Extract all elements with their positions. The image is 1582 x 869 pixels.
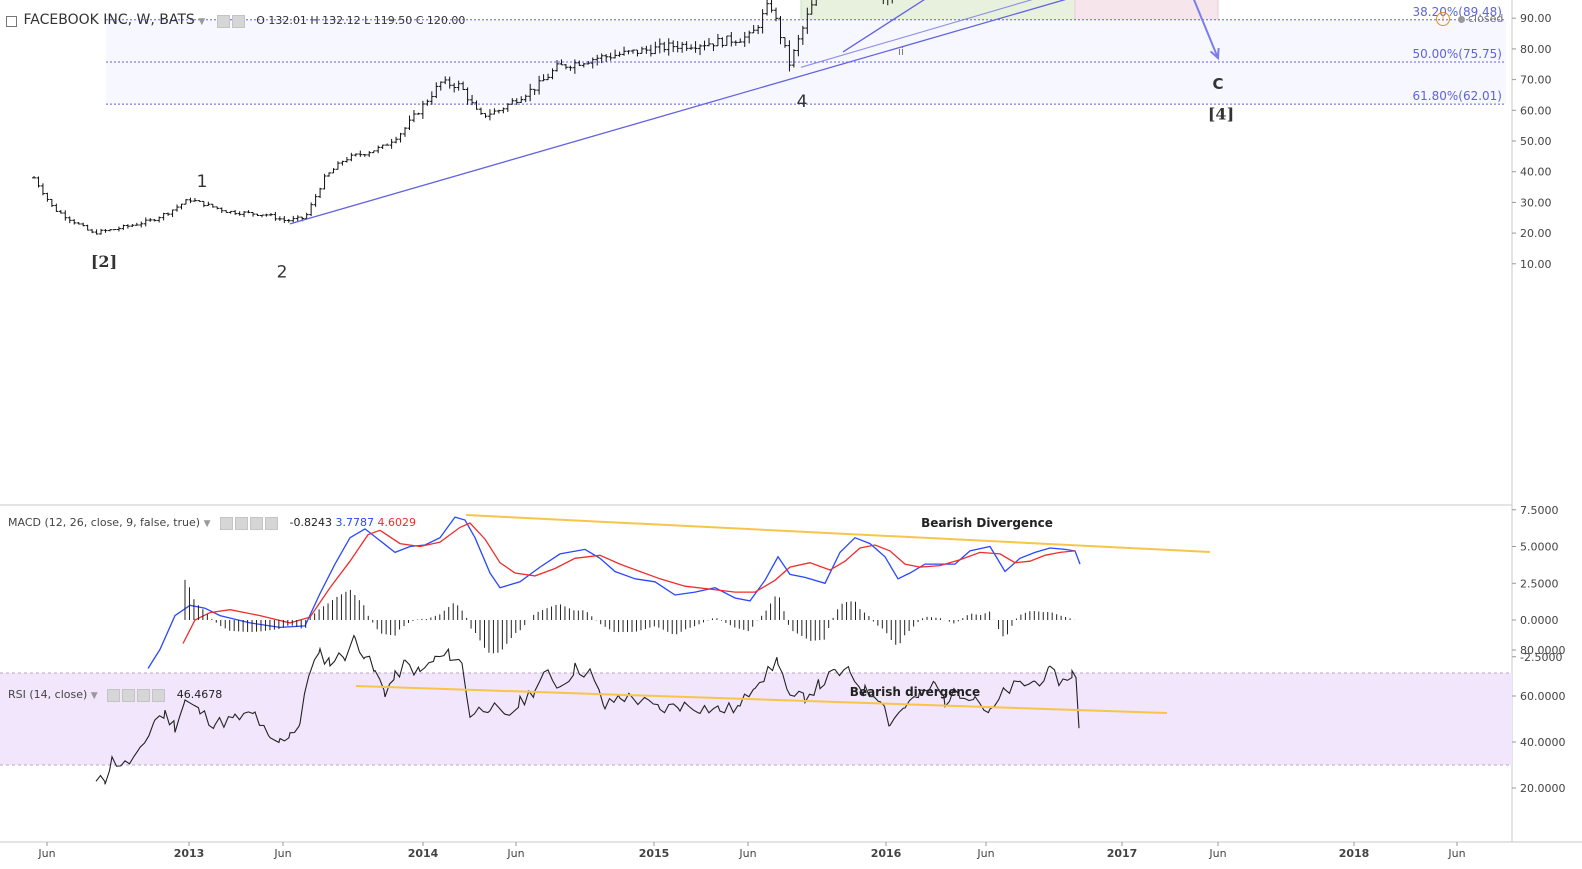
macd-header[interactable]: MACD (12, 26, close, 9, false, true) ▼ -… <box>8 516 416 530</box>
macd-tick-4: -2.5000 <box>1520 651 1562 664</box>
symbol-header[interactable]: FACEBOOK INC, W, BATS ▼ O 132.01 H 132.1… <box>6 12 465 28</box>
wave-label-w1: 1 <box>197 172 208 192</box>
macd-hist-value: -0.8243 <box>289 516 332 529</box>
wave-label-c: C <box>1212 75 1223 93</box>
macd-signal-value: 4.6029 <box>377 516 416 529</box>
market-status-label: closed <box>1468 12 1504 25</box>
price-tick-7: 80.00 <box>1520 43 1552 56</box>
wave-label-sub-ii: ii <box>898 45 904 58</box>
rsi-tick-1: 60.0000 <box>1520 690 1566 703</box>
ohlc-values: O 132.01 H 132.12 L 119.50 C 120.00 <box>256 14 466 27</box>
macd-eye-icon[interactable] <box>220 516 234 530</box>
macd-divergence-line <box>465 514 1211 553</box>
time-tick-0: Jun <box>37 847 55 860</box>
rsi-tick-3: 20.0000 <box>1520 782 1566 795</box>
rsi-value: 46.4678 <box>176 688 223 701</box>
macd-close-icon[interactable] <box>265 516 279 530</box>
price-bars <box>32 0 893 235</box>
rsi-tick-2: 40.0000 <box>1520 736 1566 749</box>
wave-label-w4-major: [4] <box>1208 105 1234 124</box>
rsi-gear-icon[interactable] <box>122 688 136 702</box>
price-tick-12: 30.00 <box>1520 196 1552 209</box>
macd-tick-1: 5.0000 <box>1520 541 1559 554</box>
rsi-dropdown-icon[interactable]: ▼ <box>90 691 98 701</box>
time-tick-7: 2016 <box>871 847 902 860</box>
time-tick-11: 2018 <box>1339 847 1370 860</box>
rsi-band <box>0 673 1512 765</box>
macd-tick-3: 0.0000 <box>1520 614 1559 627</box>
macd-line-value: 3.7787 <box>335 516 374 529</box>
price-tick-10: 50.00 <box>1520 135 1552 148</box>
macd-histogram <box>184 579 1076 654</box>
price-tick-11: 40.00 <box>1520 166 1552 179</box>
time-tick-8: Jun <box>976 847 994 860</box>
time-tick-3: 2014 <box>408 847 439 860</box>
symbol-dropdown-icon[interactable]: ▼ <box>198 17 206 27</box>
rsi-tick-0: 80.0000 <box>1520 644 1566 657</box>
macd-annotation: Bearish Divergence <box>921 516 1053 530</box>
macd-tick-0: 7.5000 <box>1520 504 1559 517</box>
macd-signal-line <box>182 522 1076 644</box>
eye-icon[interactable] <box>216 14 230 28</box>
rsi-close-icon[interactable] <box>152 688 166 702</box>
price-tick-13: 20.00 <box>1520 227 1552 240</box>
time-tick-10: Jun <box>1208 847 1226 860</box>
price-tick-8: 70.00 <box>1520 74 1552 87</box>
time-tick-6: Jun <box>738 847 756 860</box>
time-tick-1: 2013 <box>174 847 205 860</box>
wave-label-w4: 4 <box>797 92 808 112</box>
rsi-line <box>95 634 1080 785</box>
time-tick-9: 2017 <box>1107 847 1138 860</box>
rsi-add-icon[interactable] <box>137 688 151 702</box>
collapse-icon[interactable] <box>6 15 17 27</box>
rsi-annotation: Bearish divergence <box>850 685 980 699</box>
price-tick-6: 90.00 <box>1520 12 1552 25</box>
macd-gear-icon[interactable] <box>235 516 249 530</box>
fib-label-0: 38.20%(89.48) <box>1413 5 1502 19</box>
rsi-divergence-line <box>355 685 1168 714</box>
time-tick-4: Jun <box>506 847 524 860</box>
macd-title[interactable]: MACD (12, 26, close, 9, false, true) <box>8 516 201 529</box>
macd-add-icon[interactable] <box>250 516 264 530</box>
time-tick-5: 2015 <box>639 847 670 860</box>
rsi-header[interactable]: RSI (14, close) ▼ 46.4678 <box>8 688 222 702</box>
macd-line <box>147 516 1081 669</box>
rsi-eye-icon[interactable] <box>107 688 121 702</box>
price-tick-9: 60.00 <box>1520 104 1552 117</box>
time-tick-2: Jun <box>273 847 291 860</box>
wave-label-w2-major: [2] <box>91 252 117 271</box>
macd-dropdown-icon[interactable]: ▼ <box>203 519 211 529</box>
time-tick-12: Jun <box>1447 847 1465 860</box>
trend-line-base <box>800 0 1033 68</box>
price-tick-14: 10.00 <box>1520 258 1552 271</box>
macd-tick-2: 2.5000 <box>1520 577 1559 590</box>
trend-line-lower <box>289 0 1067 225</box>
market-status: ! closed <box>1436 12 1503 26</box>
fib-label-1: 50.00%(75.75) <box>1413 47 1502 61</box>
trend-line-wedge-lower <box>842 0 925 53</box>
wave-label-w2: 2 <box>277 263 288 283</box>
arrow-head-3 <box>1209 48 1220 61</box>
symbol-title[interactable]: FACEBOOK INC, W, BATS <box>23 12 195 28</box>
rsi-title[interactable]: RSI (14, close) <box>8 688 88 701</box>
alert-icon[interactable]: ! <box>1436 12 1450 26</box>
gear-icon[interactable] <box>231 14 245 28</box>
status-dot-icon <box>1457 15 1465 23</box>
fib-label-2: 61.80%(62.01) <box>1413 89 1502 103</box>
